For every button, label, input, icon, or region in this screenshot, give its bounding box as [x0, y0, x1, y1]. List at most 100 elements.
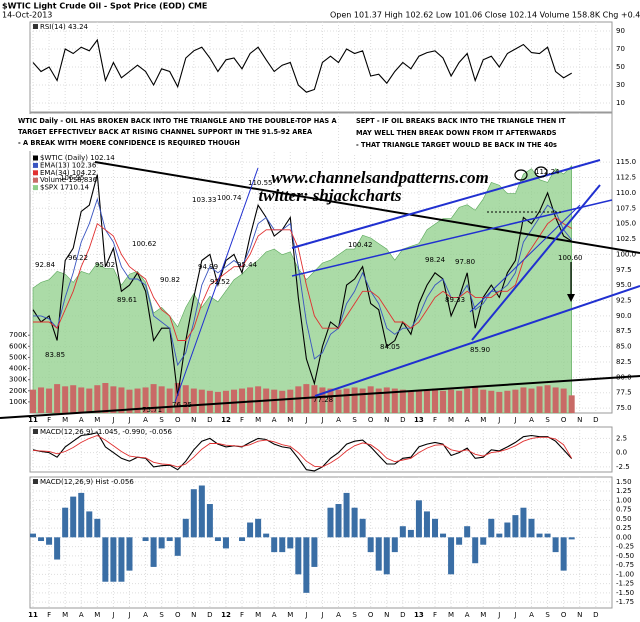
x-tick-label: J: [320, 416, 323, 424]
hist-bar: [311, 537, 318, 567]
y2-tick-label: 100K: [9, 398, 27, 406]
y-tick-label: 10: [616, 99, 625, 107]
hist-bar: [327, 507, 334, 538]
hist-bar: [190, 489, 197, 538]
volume-bar: [271, 389, 278, 413]
volume-bar: [544, 385, 551, 413]
hist-bar: [150, 537, 157, 567]
price-label: 92.52: [210, 278, 230, 286]
x-tick-label: 13: [414, 416, 424, 424]
x-tick-label: J: [127, 611, 130, 619]
hist-bar: [423, 511, 430, 538]
quote-line: Open 101.37 High 102.62 Low 101.06 Close…: [330, 11, 640, 20]
price-label: 77.28: [313, 396, 333, 404]
y-tick-label: 92.5: [616, 297, 632, 305]
legend-label: $SPX 1710.14: [40, 184, 90, 192]
y-tick-label: 95.0: [616, 281, 632, 289]
volume-bar: [432, 388, 438, 413]
volume-bar: [488, 390, 495, 413]
x-tick-label: S: [545, 416, 550, 424]
legend-marker: [33, 177, 38, 183]
price-label: 85.90: [470, 346, 490, 354]
volume-bar: [182, 385, 189, 413]
x-tick-label: J: [497, 611, 500, 619]
volume-bar: [46, 388, 53, 413]
x-tick-label: D: [593, 611, 598, 619]
x-tick-label: J: [304, 416, 307, 424]
price-label: 106.95: [60, 174, 85, 182]
x-tick-label: J: [320, 611, 323, 619]
y-tick-label: 105.0: [616, 220, 636, 228]
channel-support: [314, 285, 640, 397]
x-tick-label: J: [111, 416, 114, 424]
volume-bar: [166, 388, 173, 413]
rising-support: [471, 184, 601, 341]
price-label: 75.71: [142, 406, 162, 414]
x-tick-label: N: [384, 611, 389, 619]
volume-bar: [62, 386, 69, 413]
series-line: [32, 435, 573, 468]
x-tick-label: N: [577, 416, 582, 424]
hist-bar: [142, 537, 149, 542]
hist-bar: [30, 533, 36, 538]
y-tick-label: 1.00: [616, 496, 632, 504]
hist-bar: [110, 537, 117, 582]
legend-marker: [33, 429, 38, 434]
volume-bar: [536, 386, 543, 413]
volume-bar: [448, 389, 455, 413]
x-tick-label: M: [448, 416, 454, 424]
price-label: 95.44: [237, 261, 258, 269]
volume-bar: [247, 387, 254, 413]
trendline: [469, 204, 581, 313]
hist-bar: [456, 537, 463, 545]
x-tick-label: N: [384, 416, 389, 424]
price-label: 95.02: [95, 261, 115, 269]
price-label: 76.25: [172, 401, 192, 409]
note-line: WTIC Daily - OIL HAS BROKEN BACK INTO TH…: [18, 117, 337, 125]
volume-bar: [359, 388, 366, 413]
series-line: [32, 38, 572, 93]
note-line: SEPT - IF OIL BREAKS BACK INTO THE TRIAN…: [356, 117, 566, 125]
hist-bar: [544, 533, 551, 538]
y-tick-label: 77.5: [616, 389, 632, 397]
panel-title: MACD(12,26,9) -1.045, -0.990, -0.056: [40, 428, 173, 436]
y2-tick-label: 300K: [9, 376, 27, 384]
y-tick-label: 75.0: [616, 404, 632, 412]
x-tick-label: M: [255, 416, 261, 424]
legend-label: Volume 158,836: [40, 176, 98, 184]
y-tick-label: -0.25: [616, 543, 634, 551]
volume-bar: [86, 388, 93, 413]
hist-bar: [568, 537, 575, 540]
note-line: TARGET EFFECTIVELY BACK AT RISING CHANNE…: [18, 128, 313, 136]
price-label: 110.55: [248, 179, 273, 187]
volume-bar: [496, 391, 503, 413]
volume-bar: [311, 385, 318, 413]
x-tick-label: M: [480, 611, 486, 619]
trendline: [174, 167, 259, 403]
x-tick-label: A: [272, 416, 277, 424]
volume-bar: [38, 387, 45, 413]
x-tick-label: M: [255, 611, 261, 619]
volume-bar: [520, 387, 527, 413]
x-tick-label: A: [336, 416, 341, 424]
y2-tick-label: 400K: [9, 365, 27, 373]
top-circle: [514, 169, 528, 181]
x-tick-label: 13: [414, 611, 424, 619]
hist-bar: [126, 537, 133, 571]
volume-bar: [255, 386, 262, 413]
x-tick-label: N: [577, 611, 582, 619]
price-label: 100.60: [558, 254, 583, 262]
volume-bar: [568, 395, 575, 413]
hist-bar: [182, 518, 189, 538]
x-tick-label: O: [561, 416, 567, 424]
x-tick-label: A: [529, 611, 534, 619]
volume-bar: [423, 389, 430, 413]
watermark: twitter: shjackcharts: [258, 186, 401, 205]
y-tick-label: 85.0: [616, 343, 632, 351]
y-tick-label: -1.75: [616, 598, 634, 606]
hist-bar: [158, 537, 165, 549]
volume-bar: [222, 390, 229, 413]
hist-bar: [46, 537, 53, 545]
x-tick-label: M: [480, 416, 486, 424]
hist-bar: [536, 533, 543, 538]
